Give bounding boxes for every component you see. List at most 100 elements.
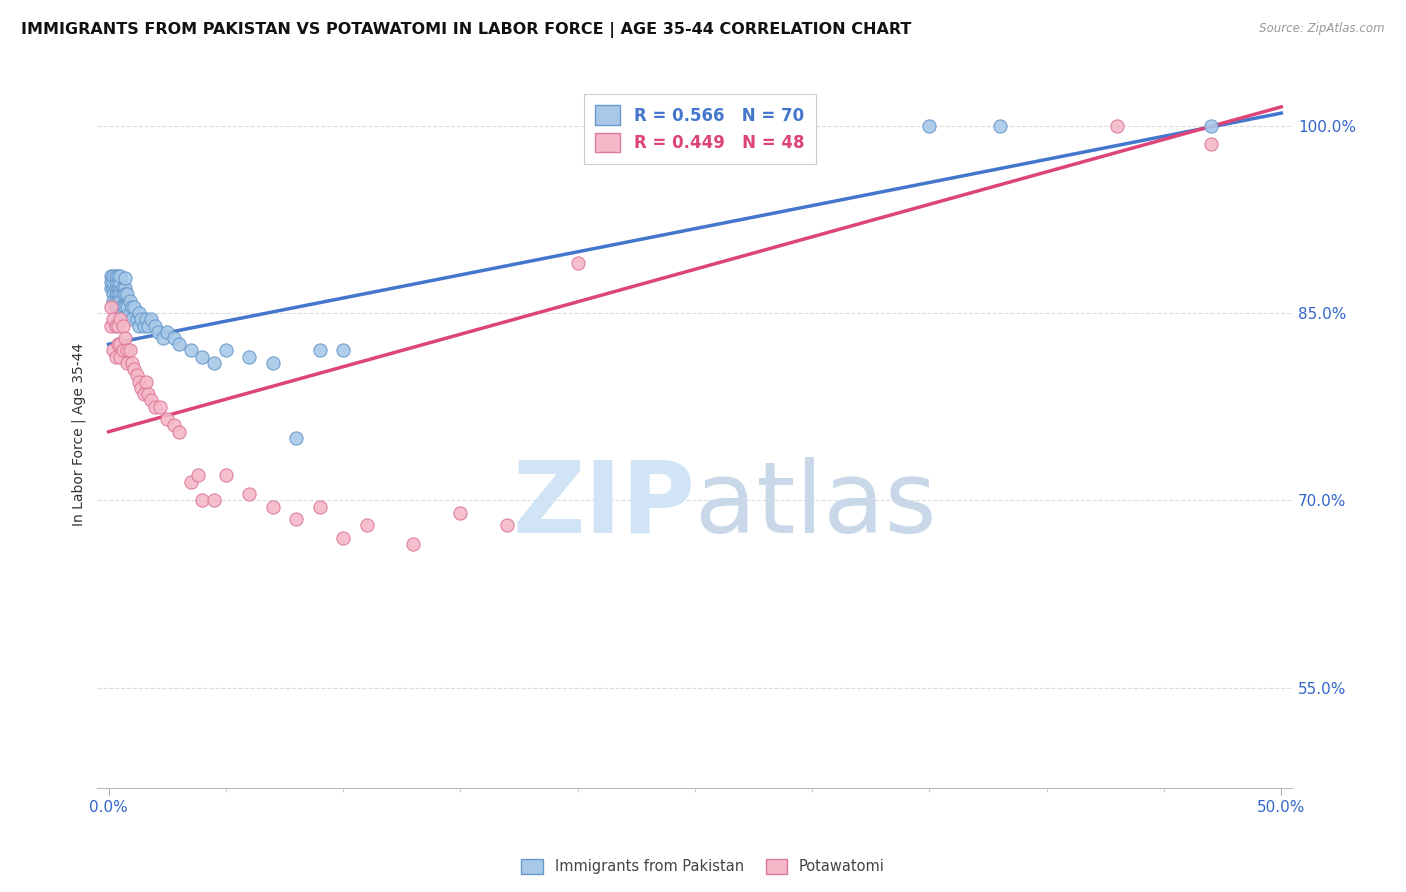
Text: Source: ZipAtlas.com: Source: ZipAtlas.com: [1260, 22, 1385, 36]
Point: [449, 506, 471, 520]
Point: [238, 487, 260, 501]
Point: [332, 531, 354, 545]
Point: [128, 375, 150, 389]
Point: [110, 293, 132, 308]
Point: [114, 281, 136, 295]
Point: [118, 306, 141, 320]
Point: [125, 368, 148, 383]
Text: ZIP: ZIP: [512, 457, 695, 554]
Point: [191, 493, 214, 508]
Point: [110, 281, 132, 295]
Point: [918, 119, 941, 133]
Point: [124, 300, 146, 314]
Point: [110, 337, 132, 351]
Point: [167, 337, 190, 351]
Point: [107, 300, 129, 314]
Point: [117, 356, 139, 370]
Point: [215, 343, 238, 358]
Point: [104, 350, 127, 364]
Text: IMMIGRANTS FROM PAKISTAN VS POTAWATOMI IN LABOR FORCE | AGE 35-44 CORRELATION CH: IMMIGRANTS FROM PAKISTAN VS POTAWATOMI I…: [21, 22, 911, 38]
Point: [180, 343, 202, 358]
Point: [107, 287, 129, 301]
Point: [114, 271, 136, 285]
Point: [118, 293, 141, 308]
Point: [238, 350, 260, 364]
Point: [202, 356, 225, 370]
Point: [262, 356, 284, 370]
Point: [121, 312, 143, 326]
Point: [111, 343, 134, 358]
Point: [132, 318, 155, 333]
Point: [114, 331, 136, 345]
Point: [104, 318, 127, 333]
Point: [117, 300, 139, 314]
Point: [114, 309, 136, 323]
Point: [107, 337, 129, 351]
Point: [117, 287, 139, 301]
Point: [104, 287, 127, 301]
Point: [285, 512, 308, 526]
Point: [114, 300, 136, 314]
Point: [107, 306, 129, 320]
Point: [104, 268, 127, 283]
Point: [187, 468, 209, 483]
Point: [110, 275, 132, 289]
Point: [402, 537, 425, 551]
Point: [110, 350, 132, 364]
Point: [104, 293, 127, 308]
Point: [111, 318, 134, 333]
Y-axis label: In Labor Force | Age 35-44: In Labor Force | Age 35-44: [72, 343, 86, 526]
Point: [1199, 137, 1222, 152]
Point: [215, 468, 238, 483]
Point: [988, 119, 1011, 133]
Point: [103, 343, 125, 358]
Point: [100, 281, 122, 295]
Point: [145, 400, 167, 414]
Point: [139, 393, 162, 408]
Point: [496, 518, 519, 533]
Point: [111, 300, 134, 314]
Point: [149, 400, 172, 414]
Point: [103, 293, 125, 308]
Point: [103, 312, 125, 326]
Point: [128, 318, 150, 333]
Point: [138, 318, 160, 333]
Point: [139, 312, 162, 326]
Point: [163, 331, 186, 345]
Point: [156, 325, 179, 339]
Point: [111, 306, 134, 320]
Point: [103, 287, 125, 301]
Point: [107, 275, 129, 289]
Point: [100, 318, 122, 333]
Point: [103, 268, 125, 283]
Point: [100, 300, 122, 314]
Point: [110, 268, 132, 283]
Text: atlas: atlas: [695, 457, 936, 554]
Point: [114, 287, 136, 301]
Point: [100, 275, 122, 289]
Point: [111, 281, 134, 295]
Point: [180, 475, 202, 489]
Point: [145, 318, 167, 333]
Point: [132, 387, 155, 401]
Point: [332, 343, 354, 358]
Point: [104, 281, 127, 295]
Point: [308, 500, 330, 514]
Point: [128, 306, 150, 320]
Point: [100, 268, 122, 283]
Point: [1199, 119, 1222, 133]
Point: [110, 306, 132, 320]
Point: [167, 425, 190, 439]
Point: [104, 300, 127, 314]
Point: [103, 275, 125, 289]
Point: [110, 312, 132, 326]
Point: [135, 375, 157, 389]
Point: [125, 312, 148, 326]
Point: [117, 343, 139, 358]
Point: [121, 300, 143, 314]
Point: [262, 500, 284, 514]
Point: [156, 412, 179, 426]
Point: [146, 325, 169, 339]
Point: [110, 300, 132, 314]
Point: [202, 493, 225, 508]
